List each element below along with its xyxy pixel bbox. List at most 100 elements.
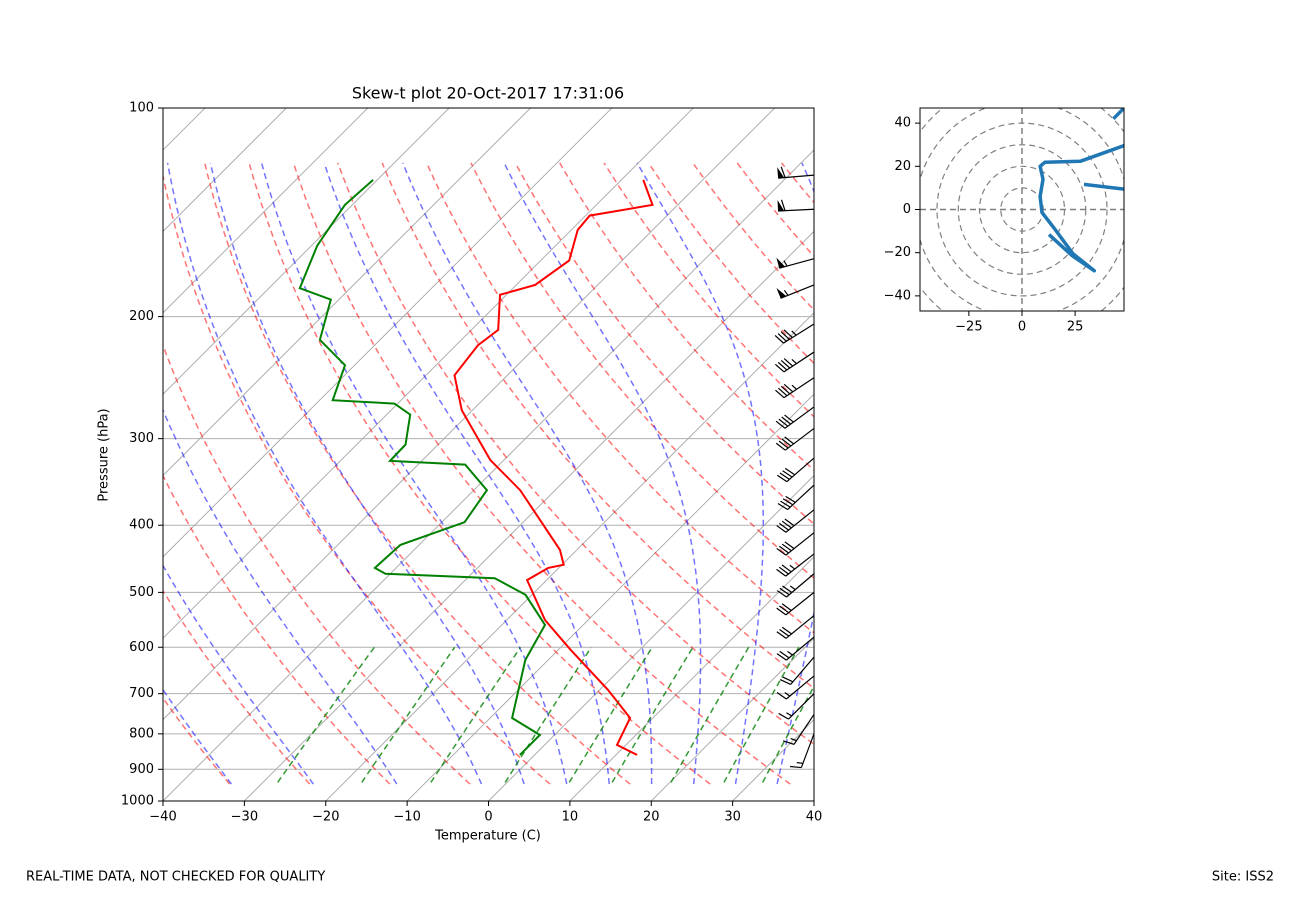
footer-site: Site: ISS2 [1212, 870, 1274, 885]
barb-half-feather [786, 712, 793, 717]
barb-flag [776, 288, 787, 299]
barb-feather [778, 418, 789, 427]
dry-adiabat [736, 162, 814, 258]
footer-disclaimer: REAL-TIME DATA, NOT CHECKED FOR QUALITY [26, 870, 325, 885]
wind-barb [774, 323, 815, 344]
dry-adiabat [647, 162, 814, 365]
barb-feather [782, 676, 794, 683]
barb-feather [779, 472, 790, 480]
barb-feather [778, 566, 789, 575]
x-tick-label: 40 [806, 810, 823, 825]
x-tick-label: −40 [149, 810, 176, 825]
y-tick-label: 300 [129, 431, 154, 446]
barb-feather [780, 360, 791, 369]
barb-half-feather [784, 691, 791, 697]
barb-feather [784, 414, 794, 423]
wind-barb [777, 166, 815, 179]
y-tick-label: 200 [129, 309, 154, 324]
moist-adiabat [163, 408, 398, 785]
moist-adiabat [636, 162, 765, 785]
isotherm [813, 800, 814, 801]
wind-barb [775, 406, 815, 429]
mixing-ratio-line [568, 646, 653, 783]
barb-feather [781, 416, 792, 425]
barb-shaft [784, 406, 815, 429]
mixing-ratio-line [361, 646, 456, 783]
wind-barb [776, 675, 815, 700]
barb-shaft [783, 323, 815, 344]
dry-adiabat [163, 474, 391, 785]
wind-barb [777, 199, 815, 212]
x-tick-label: −20 [312, 810, 339, 825]
wind-barb [783, 714, 815, 745]
wind-barb [776, 615, 815, 639]
wind-barb [775, 377, 815, 399]
isotherm [569, 556, 814, 801]
wind-barb [789, 733, 815, 769]
barb-shaft [783, 351, 815, 373]
barb-feather [776, 547, 787, 556]
barb-feather [780, 385, 791, 395]
dry-adiabat [163, 696, 231, 785]
barb-feather [777, 333, 787, 342]
isotherm [0, 108, 42, 801]
barb-feather [779, 650, 790, 659]
barb-feather [776, 568, 787, 577]
y-tick-label: 500 [129, 585, 154, 600]
x-tick-label: 30 [724, 810, 741, 825]
wind-barb [776, 257, 815, 269]
barb-shaft [783, 377, 815, 399]
dry-adiabat [203, 162, 631, 785]
dry-adiabat [959, 163, 1300, 784]
barb-feather [776, 525, 787, 533]
barb-feather [776, 653, 787, 661]
isotherm [163, 108, 613, 558]
x-tick-label: 20 [643, 810, 660, 825]
y-tick-label: 800 [129, 726, 154, 741]
barb-feather [776, 691, 787, 700]
mixing-ratio-line [723, 646, 800, 783]
barb-feather [776, 590, 787, 598]
moist-adiabat [163, 688, 232, 785]
dry-adiabat [781, 162, 814, 204]
barb-feather [774, 334, 784, 344]
y-tick-label: 400 [129, 518, 154, 533]
barb-feather [780, 166, 786, 178]
barb-half-feather [796, 762, 804, 764]
barb-feather [775, 420, 786, 429]
isotherm [163, 108, 694, 639]
barb-feather [781, 626, 792, 635]
barb-feather [781, 564, 792, 573]
barb-feather [780, 331, 790, 340]
barb-half-feather [791, 358, 797, 365]
x-tick-label: 0 [1018, 320, 1026, 335]
barb-half-feather [790, 737, 797, 742]
dry-adiabat [248, 162, 711, 785]
y-axis-label: Pressure (hPa) [97, 408, 112, 501]
y-tick-label: −40 [884, 288, 911, 303]
x-tick-label: −10 [393, 810, 420, 825]
barb-feather [783, 740, 795, 745]
barb-feather [781, 520, 792, 529]
barb-half-feather [787, 650, 793, 656]
wind-barb [776, 457, 815, 483]
barb-feather [775, 389, 785, 399]
wind-barb [778, 693, 815, 720]
y-tick-label: 100 [129, 101, 154, 116]
isotherm [732, 718, 814, 801]
isotherm [488, 474, 814, 801]
barb-feather [774, 363, 785, 373]
isotherm [163, 108, 369, 314]
mixing-ratio-line [430, 646, 522, 783]
barb-shaft [786, 573, 815, 598]
mixing-ratio-line [611, 646, 694, 783]
barb-shaft [800, 733, 815, 768]
dry-adiabat [381, 162, 814, 690]
barb-feather [777, 361, 788, 371]
chart-title: Skew-t plot 20-Oct-2017 17:31:06 [352, 84, 624, 103]
barb-shaft [778, 174, 815, 179]
barb-feather [780, 199, 786, 211]
x-tick-label: 10 [562, 810, 579, 825]
barb-feather [781, 543, 792, 552]
